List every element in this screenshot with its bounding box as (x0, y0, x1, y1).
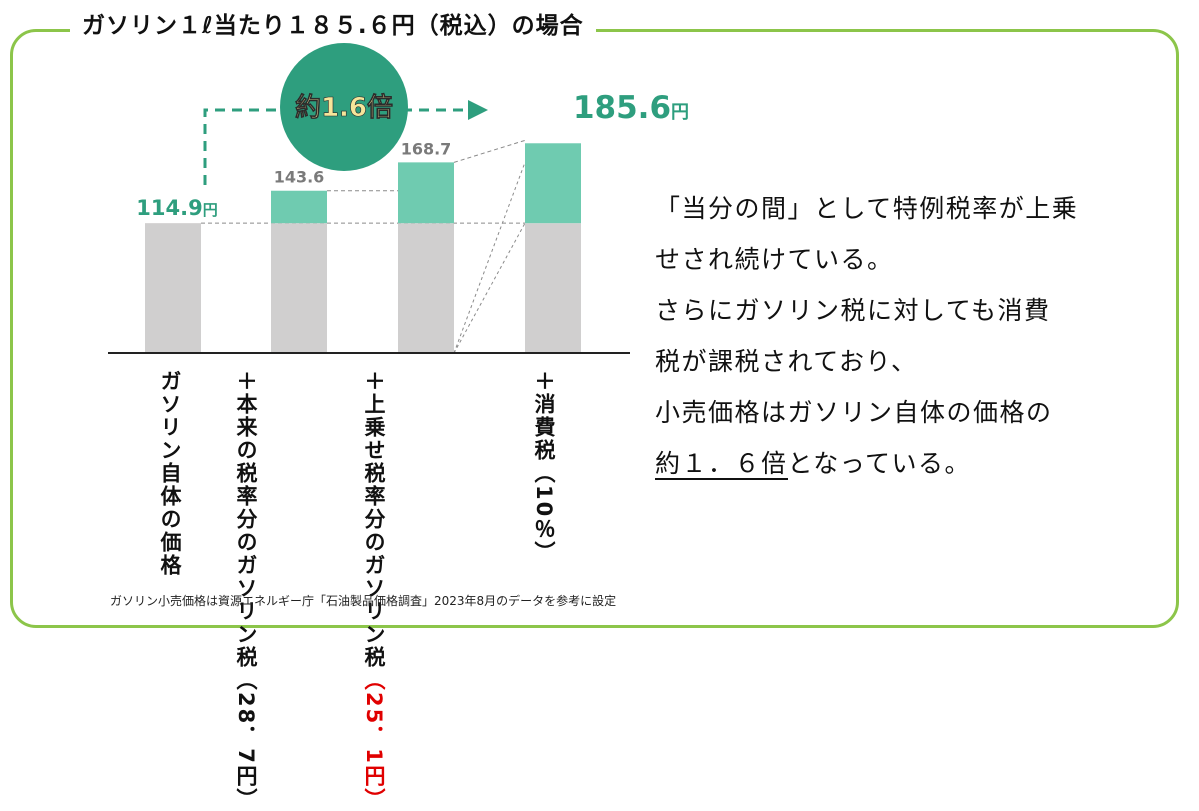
bar-base (398, 223, 454, 353)
unit-label: 円 (203, 201, 218, 219)
note-line: 「当分の間」として特例税率が上乗 (655, 194, 1079, 223)
annotation-circle (280, 43, 408, 171)
x-label-bar2: ＋本来の税率分のガソリン税（28．7円） (234, 370, 258, 811)
annotation-label: 約1.6倍 (295, 92, 393, 123)
note-line: さらにガソリン税に対しても消費 (655, 296, 1051, 325)
note-line-rest: となっている。 (787, 449, 972, 478)
unit-label: 円 (671, 102, 689, 123)
bar-tax (525, 143, 581, 224)
guide-line (453, 139, 526, 163)
value-label: 143.6 (274, 168, 325, 187)
chart-title: ガソリン１ℓ当たり１８５.６円（税込）の場合 (70, 6, 596, 46)
x-label-bar3: ＋上乗せ税率分のガソリン税（25．1円） (362, 370, 386, 811)
guide-line (453, 222, 526, 354)
guide-line (453, 162, 526, 354)
bar-tax (271, 190, 327, 224)
note-emphasis: 約１．６倍 (655, 449, 788, 480)
note-line: 小売価格はガソリン自体の価格の (655, 398, 1053, 427)
bar-base (525, 223, 581, 353)
source-note: ガソリン小売価格は資源エネルギー庁「石油製品価格調査」2023年8月のデータを参… (110, 594, 617, 608)
value-label: 185.6円 (573, 90, 689, 126)
x-label-bar4: ＋消費税（10％） (532, 370, 556, 565)
bar-base (145, 223, 201, 353)
x-label-bar3-amount: （25．1円） (362, 669, 386, 811)
growth-arrow (203, 108, 470, 185)
note-line: 税が課税されており、 (655, 347, 918, 376)
explanation-text: 「当分の間」として特例税率が上乗 せされ続けている。 さらにガソリン税に対しても… (655, 183, 1155, 489)
x-label-bar1: ガソリン自体の価格 (158, 370, 182, 577)
arrow-head (468, 100, 488, 120)
bar-tax (398, 162, 454, 224)
bar-chart: 114.9円 143.6 168.7 185.6円 約1.6倍 (108, 43, 689, 354)
note-line: 約１．６倍となっている。 (655, 438, 1155, 489)
note-line: せされ続けている。 (655, 245, 894, 274)
value-label: 168.7 (401, 139, 452, 158)
value-label: 114.9円 (136, 196, 217, 220)
bar-base (271, 223, 327, 353)
